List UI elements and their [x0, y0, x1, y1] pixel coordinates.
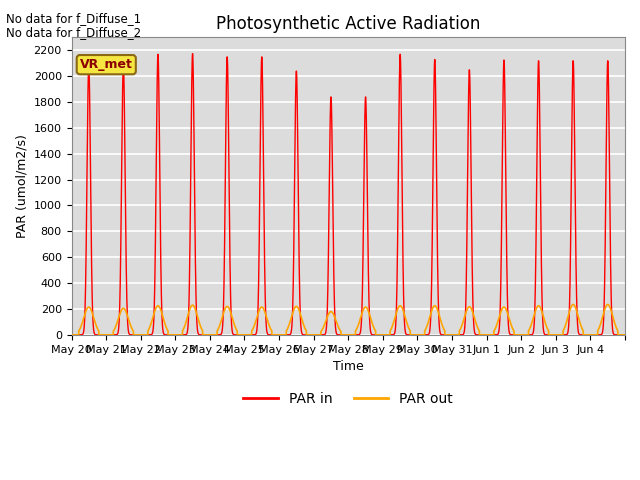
- Text: No data for f_Diffuse_1: No data for f_Diffuse_1: [6, 12, 141, 25]
- Text: No data for f_Diffuse_2: No data for f_Diffuse_2: [6, 26, 141, 39]
- Text: VR_met: VR_met: [80, 58, 132, 71]
- Y-axis label: PAR (umol/m2/s): PAR (umol/m2/s): [15, 134, 28, 238]
- Title: Photosynthetic Active Radiation: Photosynthetic Active Radiation: [216, 15, 481, 33]
- X-axis label: Time: Time: [333, 360, 364, 373]
- Legend: PAR in, PAR out: PAR in, PAR out: [238, 386, 459, 411]
